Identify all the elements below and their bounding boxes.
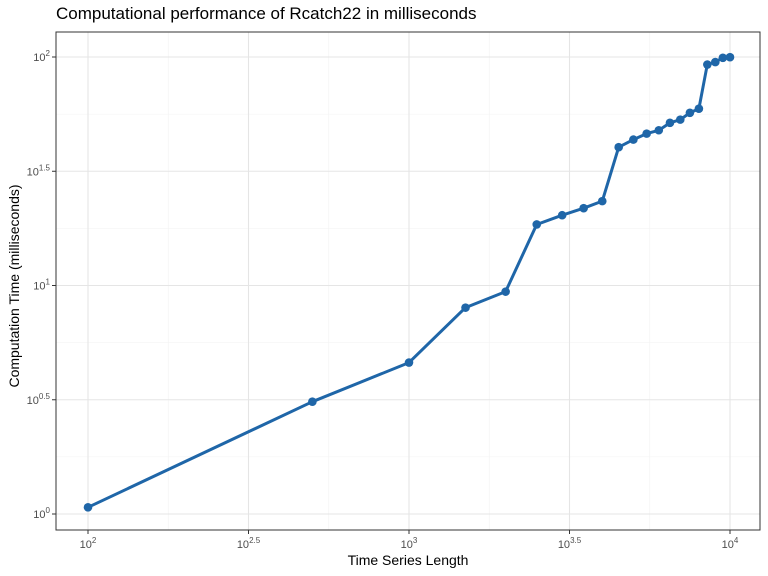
plot-panel-border — [55, 31, 761, 531]
y-tick-label: 100 — [33, 506, 50, 521]
data-point — [579, 203, 588, 213]
x-tick-label: 103.5 — [558, 536, 582, 551]
data-point — [557, 210, 567, 220]
y-tick-label: 101 — [33, 278, 50, 293]
data-point — [642, 129, 651, 138]
data-point — [532, 220, 542, 229]
data-point — [711, 57, 720, 67]
data-point — [685, 108, 695, 118]
axis-ticks: 102 102.5 103 103.5 104 100 100.5 101 101.5 102 — [27, 49, 739, 551]
data-point — [461, 303, 470, 312]
data-point — [629, 135, 638, 144]
x-axis-label: Time Series Length — [347, 552, 469, 568]
grid-lines — [56, 32, 760, 530]
data-point — [694, 104, 704, 113]
data-point — [725, 52, 735, 62]
data-point — [597, 196, 607, 206]
data-series — [83, 52, 735, 512]
y-tick-label: 100.5 — [27, 392, 51, 407]
y-tick-label: 102 — [33, 49, 50, 64]
x-tick-label: 103 — [401, 536, 418, 551]
y-axis-label: Computation Time (milliseconds) — [6, 184, 22, 388]
data-point — [654, 125, 664, 135]
x-tick-label: 104 — [722, 536, 739, 551]
data-point — [614, 142, 623, 152]
data-point — [83, 502, 93, 512]
data-point — [718, 53, 728, 63]
x-tick-label: 102.5 — [237, 536, 261, 551]
data-point — [501, 287, 510, 296]
x-tick-label: 102 — [80, 536, 97, 551]
data-point — [404, 358, 414, 367]
data-point — [703, 60, 712, 69]
data-point — [665, 118, 675, 128]
data-point — [308, 397, 317, 407]
data-point — [675, 115, 685, 124]
y-tick-label: 101.5 — [27, 163, 51, 178]
chart-title: Computational performance of Rcatch22 in… — [56, 4, 477, 23]
